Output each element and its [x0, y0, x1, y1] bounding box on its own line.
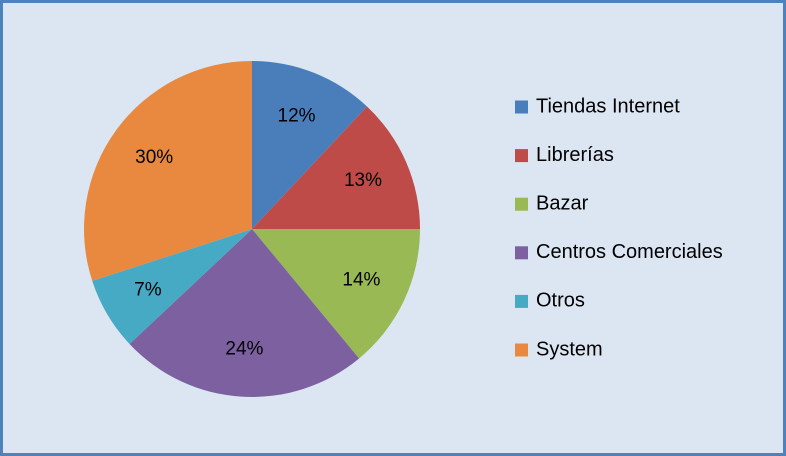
legend-swatch	[515, 100, 528, 114]
legend-label: Tiendas Internet	[536, 95, 680, 117]
pie-slice	[92, 229, 252, 345]
legend-swatch	[515, 294, 528, 308]
pie-slice	[129, 229, 360, 397]
data-label: 7%	[134, 280, 162, 301]
data-label: 12%	[278, 106, 316, 127]
data-label: 30%	[135, 147, 173, 168]
legend-label: Centros Comerciales	[536, 241, 723, 263]
data-label: 13%	[344, 170, 382, 191]
legend-swatch	[515, 246, 528, 260]
legend-label: System	[536, 338, 603, 360]
data-label: 14%	[342, 270, 380, 291]
data-label: 24%	[225, 339, 263, 360]
pie-slice	[252, 229, 420, 359]
legend-swatch	[515, 149, 528, 163]
legend-label: Bazar	[536, 192, 589, 214]
pie-slice	[252, 61, 368, 229]
legend-label: Librerías	[536, 144, 614, 166]
legend-swatch	[515, 197, 528, 211]
legend-swatch	[515, 343, 528, 357]
pie-slice	[83, 61, 252, 281]
pie-slice	[252, 106, 420, 229]
legend-label: Otros	[536, 290, 585, 312]
